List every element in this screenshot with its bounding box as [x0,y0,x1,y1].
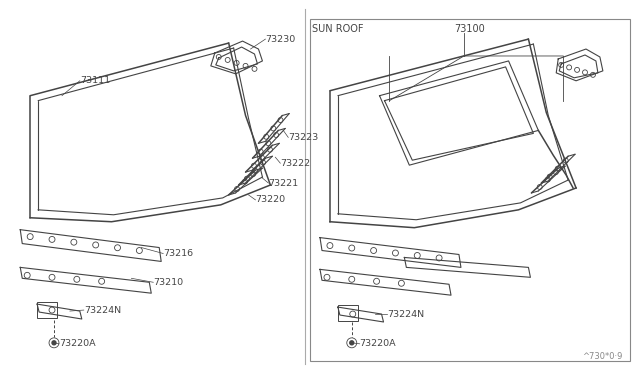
Circle shape [52,341,56,345]
Text: 73100: 73100 [454,24,484,34]
Text: SUN ROOF: SUN ROOF [312,24,364,34]
Text: 73222: 73222 [280,159,310,168]
Text: 73220: 73220 [255,195,285,204]
Text: 73230: 73230 [266,35,296,44]
Text: 73224N: 73224N [84,305,121,315]
Text: 73220A: 73220A [59,339,95,348]
Text: 73220A: 73220A [360,339,396,348]
Text: 73210: 73210 [153,278,184,287]
Text: 73216: 73216 [163,249,193,258]
Text: 73111: 73111 [80,76,110,85]
Text: 73224N: 73224N [387,310,424,318]
Text: 73223: 73223 [288,133,319,142]
Text: ^730*0·9: ^730*0·9 [582,352,623,361]
Circle shape [350,341,354,345]
Text: 73221: 73221 [268,179,298,187]
